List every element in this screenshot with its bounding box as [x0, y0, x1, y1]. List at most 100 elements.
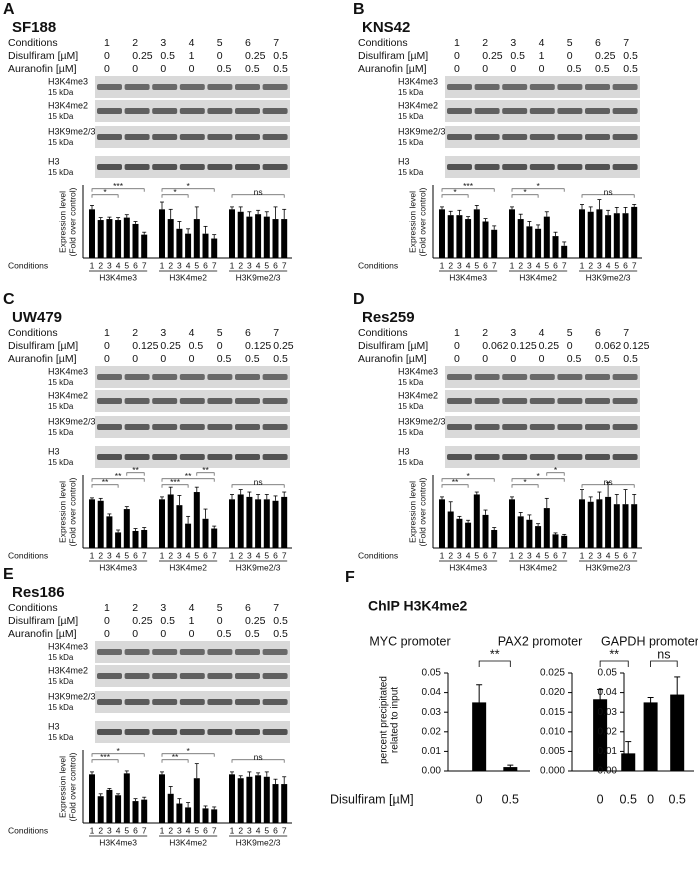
blot-size: 15 kDa [48, 677, 74, 686]
significance-label: ** [490, 647, 500, 661]
bar [115, 795, 122, 823]
blot-band [447, 374, 472, 380]
blot-band [97, 134, 122, 140]
condition-value: 5 [217, 37, 223, 49]
blot-band [207, 84, 233, 90]
blot-band [124, 649, 150, 655]
bar [167, 793, 174, 823]
blot-band [447, 134, 472, 140]
bar [509, 209, 515, 258]
blot-band [124, 134, 150, 140]
bar [456, 518, 463, 548]
blot-band [529, 398, 555, 404]
group-name: H3K9me2/3 [236, 562, 281, 572]
y-tick-label: 0.04 [598, 687, 618, 698]
bar [552, 534, 559, 548]
bar-label: 6 [273, 825, 278, 835]
y-tick-label: 0.005 [540, 746, 565, 757]
blot-band [179, 374, 205, 380]
significance-label: ns [254, 477, 263, 487]
blot-band [179, 398, 205, 404]
blot-band [235, 699, 260, 705]
bar-label: 2 [168, 260, 173, 270]
bar [272, 784, 279, 823]
bar [281, 219, 288, 258]
bar [159, 209, 165, 258]
blot-label: H3K4me3 [398, 366, 438, 376]
x-tick-label: 0.5 [502, 792, 519, 806]
blot-label: H3K9me2/3 [398, 416, 446, 426]
bar-label: 3 [107, 550, 112, 560]
blot-band [474, 374, 500, 380]
bar [482, 514, 489, 548]
bar-label: 4 [256, 825, 261, 835]
y-tick-label: 0.02 [598, 726, 618, 737]
blot-band [585, 108, 610, 114]
bar-label: 4 [116, 825, 121, 835]
condition-value: 0 [454, 353, 460, 365]
condition-value: 2 [482, 37, 488, 49]
condition-value: 0.5 [217, 628, 232, 640]
condition-label: Auranofin [µM] [8, 353, 77, 365]
bar-label: 2 [238, 260, 243, 270]
x-row-label: Conditions [8, 825, 48, 835]
bar-label: 2 [98, 260, 103, 270]
condition-label: Auranofin [µM] [8, 628, 77, 640]
blot-band [97, 374, 122, 380]
significance-bracket [91, 188, 145, 192]
blot-band [262, 699, 288, 705]
blot-band [179, 454, 205, 460]
blot-band [235, 134, 260, 140]
significance-bracket [126, 472, 145, 476]
y-tick-label: 0.05 [422, 668, 442, 679]
condition-value: 0 [104, 353, 110, 365]
condition-value: 6 [245, 602, 251, 614]
blot-band [152, 454, 178, 460]
x-row-label: Conditions [8, 550, 48, 560]
blot-size: 15 kDa [48, 402, 74, 411]
bar [176, 505, 183, 548]
panel-letter: E [3, 566, 14, 583]
cell-line-name: Res259 [362, 309, 415, 326]
condition-value: 6 [595, 37, 601, 49]
cell-line-name: Res186 [12, 584, 65, 601]
bar [263, 776, 270, 823]
blot-label: H3K9me2/3 [48, 691, 96, 701]
panel-letter: D [353, 291, 365, 308]
bar [605, 496, 612, 548]
condition-label: Conditions [8, 602, 58, 614]
bar [159, 774, 165, 823]
condition-value: 0.25 [482, 50, 503, 62]
blot-band [612, 454, 638, 460]
y-tick-label: 0.03 [598, 707, 618, 718]
significance-bracket [161, 484, 189, 488]
bar-label: 7 [562, 550, 567, 560]
bar [132, 801, 139, 823]
cell-line-name: KNS42 [362, 19, 410, 36]
bar-label: 4 [606, 260, 611, 270]
condition-label: Disulfiram [µM] [358, 340, 428, 352]
bar-label: 6 [483, 260, 488, 270]
bar [123, 217, 130, 258]
bar-label: 2 [98, 550, 103, 560]
blot-band [262, 729, 288, 735]
bar-label: 4 [536, 550, 541, 560]
condition-value: 4 [189, 602, 195, 614]
blot-band [585, 374, 610, 380]
significance-bracket [511, 484, 539, 488]
condition-value: 1 [189, 615, 195, 627]
blot-label: H3 [398, 156, 410, 166]
significance-label: * [523, 187, 527, 197]
condition-value: 0 [132, 628, 138, 640]
condition-label: Auranofin [µM] [8, 63, 77, 75]
blot-band [97, 699, 122, 705]
x-tick-label: 0 [647, 792, 654, 806]
condition-value: 0.125 [623, 340, 649, 352]
blot-label: H3K4me3 [48, 76, 88, 86]
bar-label: 1 [160, 550, 165, 560]
significance-label: ** [609, 647, 619, 661]
blot-band [557, 424, 583, 430]
blot-band [557, 398, 583, 404]
significance-label: ** [452, 477, 459, 487]
blot-band [529, 108, 555, 114]
